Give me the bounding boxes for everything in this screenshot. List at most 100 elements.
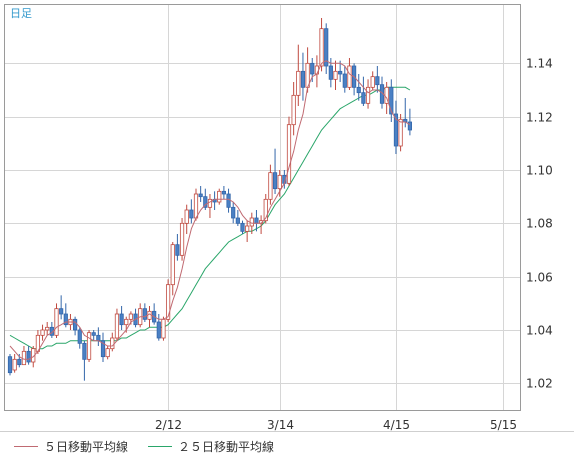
candle-body — [342, 73, 347, 88]
candle — [77, 327, 82, 349]
y-tick-label: 1.14 — [526, 57, 553, 71]
candle-body — [310, 62, 315, 75]
candle — [59, 295, 64, 320]
candle-body — [193, 193, 199, 219]
candle-body — [240, 222, 245, 232]
candle-body — [203, 196, 208, 208]
candle-body — [338, 70, 343, 75]
candle-body — [272, 172, 278, 190]
candle-body — [59, 308, 64, 315]
candle — [300, 52, 306, 101]
candle-body — [393, 113, 399, 147]
candle — [407, 108, 413, 136]
candle-body — [398, 118, 403, 147]
candle — [272, 148, 278, 194]
candle — [12, 354, 17, 373]
candle — [161, 316, 166, 341]
candle — [179, 218, 185, 261]
candle-body — [217, 190, 222, 203]
candle-body — [300, 70, 306, 88]
candle — [286, 116, 292, 186]
candle-body — [347, 65, 352, 88]
candle-body — [124, 318, 129, 326]
y-tick-label: 1.08 — [526, 217, 553, 231]
legend-item: ５日移動平均線 — [14, 439, 128, 454]
candle — [165, 279, 171, 322]
candle — [7, 354, 13, 376]
candle — [319, 18, 324, 72]
candle — [398, 114, 403, 152]
candle — [91, 330, 96, 341]
candle — [26, 346, 31, 365]
x-tick-label: 4/15 — [383, 418, 410, 432]
candle-body — [319, 28, 324, 67]
candle — [324, 23, 329, 74]
candle-body — [179, 222, 185, 256]
candle-body — [249, 217, 254, 227]
candle-body — [207, 198, 213, 208]
candle — [54, 303, 59, 338]
candle — [105, 346, 110, 360]
candle-body — [291, 94, 296, 126]
candle-body — [268, 172, 273, 200]
candle-body — [365, 86, 371, 104]
candle-body — [184, 209, 189, 224]
candle-body — [105, 348, 110, 358]
candle-body — [54, 308, 59, 336]
period-label: 日足 — [10, 7, 32, 20]
candle-body — [254, 217, 259, 224]
candle-body — [17, 358, 22, 366]
x-tick-label: 2/12 — [155, 418, 182, 432]
candle-body — [361, 92, 366, 104]
candle — [393, 100, 399, 154]
ma5-line — [9, 60, 411, 360]
candle-body — [147, 310, 152, 320]
candle-body — [7, 356, 13, 374]
candle — [45, 322, 50, 336]
ma25-layer — [9, 86, 411, 350]
candle-body — [156, 321, 161, 339]
candle — [82, 340, 87, 381]
candle — [245, 220, 250, 242]
candle-body — [356, 86, 361, 94]
ma25-line — [9, 86, 411, 350]
x-tick-label: 5/15 — [490, 418, 517, 432]
candle — [389, 79, 394, 122]
candle — [119, 306, 124, 330]
candle — [100, 332, 106, 362]
candle-body — [161, 318, 166, 339]
candle — [240, 220, 245, 234]
candle-body — [175, 244, 180, 256]
candle-body — [63, 313, 68, 326]
candle-body — [165, 284, 171, 320]
candle — [361, 76, 366, 106]
candle — [296, 44, 301, 106]
candle-body — [21, 350, 27, 366]
candle-body — [245, 225, 250, 232]
y-tick-label: 1.10 — [526, 164, 553, 178]
candle — [333, 60, 338, 90]
candle — [86, 330, 92, 362]
candle-body — [142, 308, 147, 320]
candle-body — [26, 350, 31, 363]
candle — [356, 74, 361, 101]
legend-item: ２５日移動平均線 — [148, 439, 274, 454]
candles — [7, 18, 413, 381]
candle — [342, 66, 347, 93]
candle — [63, 303, 68, 328]
candle-body — [235, 217, 240, 224]
legend-label: ２５日移動平均線 — [178, 439, 274, 454]
candle-body — [82, 342, 87, 360]
candle — [268, 164, 273, 205]
y-tick-label: 1.06 — [526, 271, 553, 285]
candle-body — [45, 326, 50, 331]
candle-body — [77, 329, 82, 344]
candle-body — [407, 121, 413, 131]
candle-body — [286, 124, 292, 184]
candle-body — [389, 86, 394, 115]
candle — [114, 308, 120, 341]
candle-body — [110, 337, 115, 350]
candle-body — [100, 340, 106, 358]
